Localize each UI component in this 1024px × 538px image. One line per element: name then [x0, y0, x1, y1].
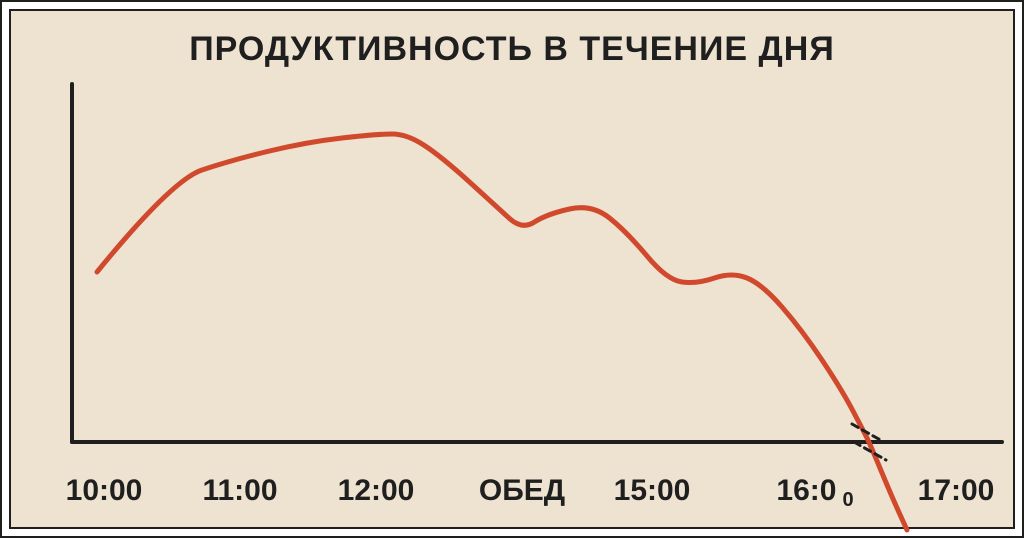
x-axis-label: 10:00: [66, 474, 143, 508]
x-axis-label: ОБЕД: [479, 474, 565, 508]
chart-svg: [2, 2, 1024, 538]
x-axis-label: 11:00: [202, 474, 277, 508]
x-axis-label: 15:00: [614, 474, 691, 508]
chart-title: ПРОДУКТИВНОСТЬ В ТЕЧЕНИЕ ДНЯ: [189, 30, 835, 69]
x-axis-label: 17:00: [918, 474, 995, 508]
x-axis-label: 12:00: [338, 474, 415, 508]
chart-frame: ПРОДУКТИВНОСТЬ В ТЕЧЕНИЕ ДНЯ 10:00 11:00 1…: [0, 0, 1024, 538]
x-axis-label: 16:00: [776, 474, 847, 508]
